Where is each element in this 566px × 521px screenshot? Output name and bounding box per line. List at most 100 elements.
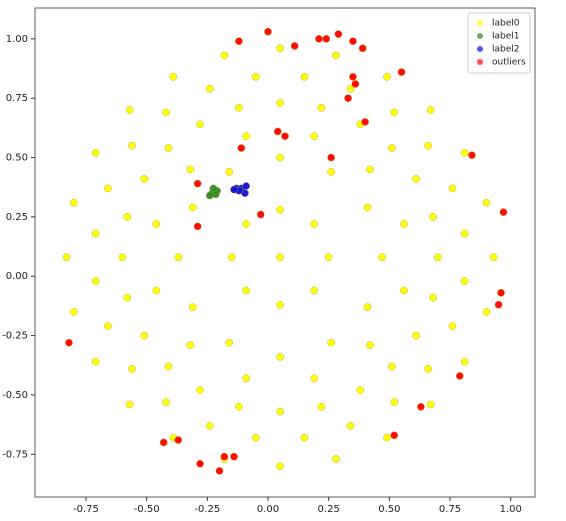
point bbox=[196, 386, 204, 394]
point bbox=[140, 331, 149, 340]
point bbox=[327, 153, 335, 162]
point bbox=[412, 331, 420, 340]
point bbox=[468, 151, 476, 159]
point bbox=[225, 338, 233, 347]
point bbox=[174, 253, 183, 262]
point bbox=[242, 220, 250, 228]
y-tick-label: -0.75 bbox=[2, 449, 28, 460]
point bbox=[390, 398, 399, 406]
point bbox=[152, 286, 161, 295]
point bbox=[497, 289, 505, 297]
point bbox=[448, 322, 457, 330]
point bbox=[317, 402, 326, 411]
point bbox=[225, 167, 233, 176]
point bbox=[230, 185, 238, 194]
point bbox=[235, 37, 243, 46]
x-tick-label: 0.25 bbox=[318, 504, 340, 515]
y-tick-label: 0.50 bbox=[6, 153, 28, 164]
point bbox=[315, 35, 323, 43]
point bbox=[429, 213, 437, 221]
x-tick-label: 1.00 bbox=[500, 504, 522, 515]
point bbox=[70, 198, 78, 207]
point bbox=[128, 141, 136, 150]
point bbox=[334, 30, 343, 38]
point bbox=[322, 35, 331, 43]
plot-frame bbox=[34, 7, 536, 498]
point bbox=[349, 37, 357, 46]
point bbox=[344, 94, 352, 103]
point bbox=[237, 144, 246, 152]
x-tick-label: 0.00 bbox=[257, 504, 279, 515]
point bbox=[235, 402, 243, 411]
point bbox=[276, 462, 284, 470]
point bbox=[209, 184, 218, 193]
point bbox=[227, 253, 236, 262]
point bbox=[417, 402, 425, 411]
point bbox=[123, 293, 132, 302]
legend-box bbox=[467, 12, 531, 74]
point bbox=[426, 106, 435, 114]
y-tick-label: -0.25 bbox=[2, 331, 28, 342]
point bbox=[300, 73, 309, 81]
point bbox=[383, 433, 391, 442]
point bbox=[174, 436, 183, 444]
point bbox=[159, 438, 168, 447]
point bbox=[140, 175, 149, 183]
point bbox=[162, 108, 170, 117]
point bbox=[91, 357, 100, 366]
point bbox=[188, 203, 197, 212]
point bbox=[256, 210, 265, 219]
point bbox=[91, 149, 100, 157]
point bbox=[489, 253, 498, 262]
point bbox=[205, 84, 214, 93]
point bbox=[252, 433, 260, 442]
point bbox=[332, 51, 340, 60]
legend-label: label1 bbox=[492, 32, 520, 42]
x-tick-label: -0.75 bbox=[73, 504, 99, 515]
point bbox=[104, 184, 112, 193]
y-tick-label: 1.00 bbox=[6, 34, 28, 45]
point bbox=[276, 205, 284, 214]
point bbox=[62, 253, 71, 262]
point bbox=[387, 144, 396, 152]
x-tick-label: -0.50 bbox=[134, 504, 160, 515]
point bbox=[193, 179, 202, 188]
point bbox=[276, 300, 284, 309]
point bbox=[460, 357, 469, 366]
x-tick-label: 0.75 bbox=[439, 504, 461, 515]
point bbox=[276, 153, 284, 162]
legend-marker bbox=[477, 33, 483, 39]
point bbox=[332, 455, 340, 463]
point bbox=[281, 132, 289, 140]
point bbox=[242, 182, 250, 190]
point bbox=[429, 293, 437, 302]
point bbox=[499, 208, 508, 216]
point bbox=[310, 132, 318, 140]
point bbox=[482, 308, 491, 316]
point bbox=[196, 459, 204, 468]
point bbox=[324, 253, 333, 262]
point bbox=[215, 467, 224, 475]
point bbox=[310, 374, 318, 383]
point bbox=[276, 407, 284, 416]
point bbox=[123, 213, 132, 221]
x-tick-label: -0.25 bbox=[194, 504, 220, 515]
point bbox=[125, 106, 134, 114]
point bbox=[366, 165, 374, 174]
legend-label: label0 bbox=[492, 19, 520, 29]
point bbox=[387, 362, 396, 371]
point bbox=[91, 229, 100, 238]
point bbox=[273, 127, 282, 136]
point bbox=[169, 73, 178, 81]
point bbox=[164, 144, 173, 152]
point bbox=[390, 431, 399, 440]
point bbox=[455, 372, 464, 380]
point bbox=[242, 132, 250, 140]
point bbox=[424, 141, 433, 150]
point bbox=[276, 253, 284, 262]
point bbox=[196, 120, 204, 129]
point bbox=[276, 44, 284, 53]
point bbox=[220, 452, 229, 461]
point bbox=[91, 277, 100, 285]
